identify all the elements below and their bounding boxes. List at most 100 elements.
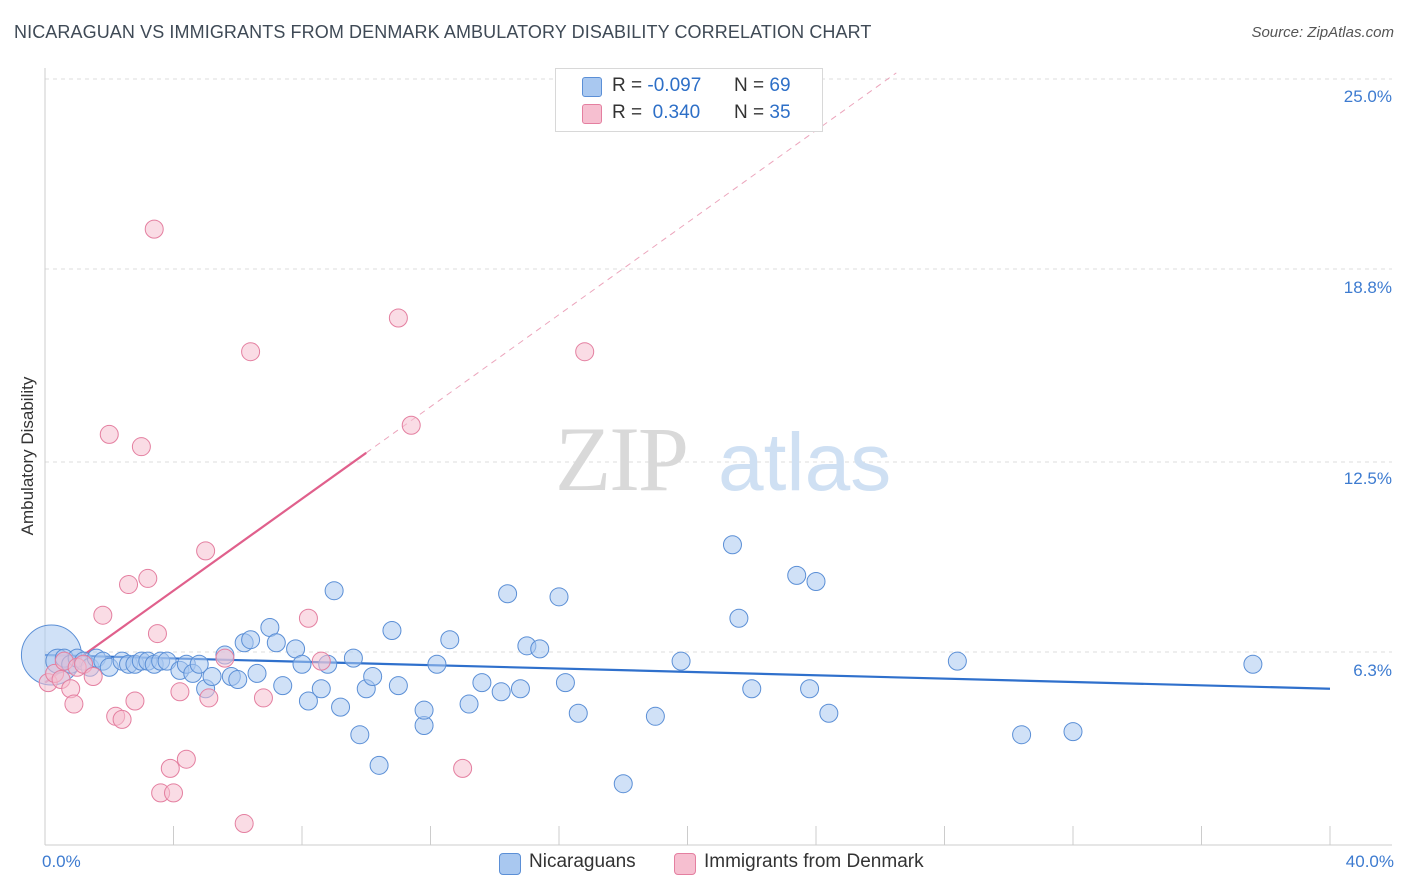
data-point-denmark xyxy=(131,437,151,457)
data-point-denmark xyxy=(61,679,81,699)
data-point-nicaraguan xyxy=(331,697,351,717)
data-point-denmark xyxy=(138,568,158,588)
data-point-nicaraguan xyxy=(549,587,569,607)
data-point-nicaraguan xyxy=(613,774,633,794)
data-point-nicaraguan xyxy=(266,633,286,653)
data-point-nicaraguan xyxy=(568,703,588,723)
data-point-nicaraguan xyxy=(459,694,479,714)
data-point-denmark xyxy=(119,575,139,595)
data-point-denmark xyxy=(164,783,183,803)
data-point-nicaraguan xyxy=(498,584,518,604)
data-point-denmark xyxy=(144,219,164,239)
y-tick-6-3: 6.3% xyxy=(1353,661,1392,680)
data-point-nicaraguan xyxy=(369,755,389,775)
data-point-nicaraguan xyxy=(806,571,826,591)
data-point-nicaraguan xyxy=(427,654,447,674)
data-point-denmark xyxy=(199,688,219,708)
data-point-nicaraguan xyxy=(311,679,331,699)
data-point-denmark xyxy=(160,758,180,778)
y-tick-12-5: 12.5% xyxy=(1343,469,1392,488)
data-point-nicaraguan xyxy=(157,651,177,671)
trend-lines xyxy=(44,72,1331,690)
legend-n: N = 35 xyxy=(734,102,791,123)
legend-swatch-blue xyxy=(499,853,521,875)
data-point-nicaraguan xyxy=(382,621,402,641)
data-point-nicaraguan xyxy=(241,630,261,650)
data-point-nicaraguan xyxy=(947,651,967,671)
data-point-denmark xyxy=(311,651,331,671)
y-tick-18-8: 18.8% xyxy=(1343,278,1392,297)
data-points xyxy=(20,219,1263,834)
data-point-denmark xyxy=(99,424,119,444)
data-point-denmark xyxy=(298,608,318,628)
data-point-nicaraguan xyxy=(1243,654,1263,674)
legend-swatch-pink xyxy=(582,104,602,124)
y-tick-25: 25.0% xyxy=(1343,87,1392,106)
data-point-nicaraguan xyxy=(800,679,820,699)
legend-swatch-pink xyxy=(674,853,696,875)
data-point-denmark xyxy=(147,624,167,644)
data-point-nicaraguan xyxy=(414,700,434,720)
data-point-denmark xyxy=(64,694,84,714)
data-point-nicaraguan xyxy=(472,673,492,693)
data-point-nicaraguan xyxy=(228,670,248,690)
grid-lines xyxy=(45,78,1392,653)
data-point-nicaraguan xyxy=(645,706,665,726)
data-point-nicaraguan xyxy=(555,673,575,693)
data-point-denmark xyxy=(388,308,408,328)
data-point-nicaraguan xyxy=(530,639,550,659)
data-point-denmark xyxy=(125,691,145,711)
data-point-nicaraguan xyxy=(324,581,344,601)
trend-line-denmark xyxy=(44,451,367,684)
axes xyxy=(44,68,1392,846)
chart-source: Source: ZipAtlas.com xyxy=(1251,24,1394,41)
correlation-legend: R = -0.097 N = 69 R = 0.340 N = 35 xyxy=(555,68,823,132)
data-point-denmark xyxy=(112,709,132,729)
data-point-nicaraguan xyxy=(742,679,762,699)
watermark-atlas: atlas xyxy=(718,417,891,508)
data-point-nicaraguan xyxy=(247,663,267,683)
data-point-denmark xyxy=(93,605,113,625)
data-point-denmark xyxy=(453,758,473,778)
legend-label: Immigrants from Denmark xyxy=(704,851,924,872)
data-point-nicaraguan xyxy=(292,654,312,674)
legend-n: N = 69 xyxy=(734,75,791,96)
data-point-nicaraguan xyxy=(722,535,742,555)
legend-r: R = 0.340 xyxy=(612,102,701,123)
x-tick-max: 40.0% xyxy=(1345,852,1394,871)
x-tick-min: 0.0% xyxy=(42,852,81,871)
data-point-nicaraguan xyxy=(729,608,749,628)
data-point-nicaraguan xyxy=(343,648,363,668)
data-point-nicaraguan xyxy=(440,630,460,650)
data-point-nicaraguan xyxy=(819,703,839,723)
data-point-nicaraguan xyxy=(671,651,691,671)
legend-swatch-blue xyxy=(582,77,602,97)
watermark-zip: ZIP xyxy=(555,408,687,510)
legend-r: R = -0.097 xyxy=(612,75,702,96)
data-point-denmark xyxy=(83,666,103,686)
data-point-nicaraguan xyxy=(787,565,807,585)
data-point-nicaraguan xyxy=(510,679,530,699)
data-point-nicaraguan xyxy=(1012,725,1032,745)
trend-line-extension-1 xyxy=(365,72,897,454)
data-point-denmark xyxy=(170,682,190,702)
data-point-denmark xyxy=(401,415,421,435)
data-point-nicaraguan xyxy=(202,666,222,686)
data-point-nicaraguan xyxy=(491,682,511,702)
chart-title: NICARAGUAN VS IMMIGRANTS FROM DENMARK AM… xyxy=(14,22,872,42)
data-point-denmark xyxy=(176,749,196,769)
data-point-denmark xyxy=(196,541,216,561)
legend-label: Nicaraguans xyxy=(529,851,636,872)
data-point-denmark xyxy=(575,342,595,362)
data-point-nicaraguan xyxy=(298,691,318,711)
watermark: ZIP atlas xyxy=(555,408,891,510)
data-point-nicaraguan xyxy=(363,666,383,686)
trend-line-nicaraguans xyxy=(44,653,1331,690)
data-point-denmark xyxy=(215,648,235,668)
data-point-nicaraguan xyxy=(189,654,209,674)
data-point-denmark xyxy=(234,814,254,834)
series-legend: Nicaraguans Immigrants from Denmark xyxy=(0,850,1406,878)
data-point-nicaraguan xyxy=(350,725,370,745)
data-point-denmark xyxy=(253,688,273,708)
